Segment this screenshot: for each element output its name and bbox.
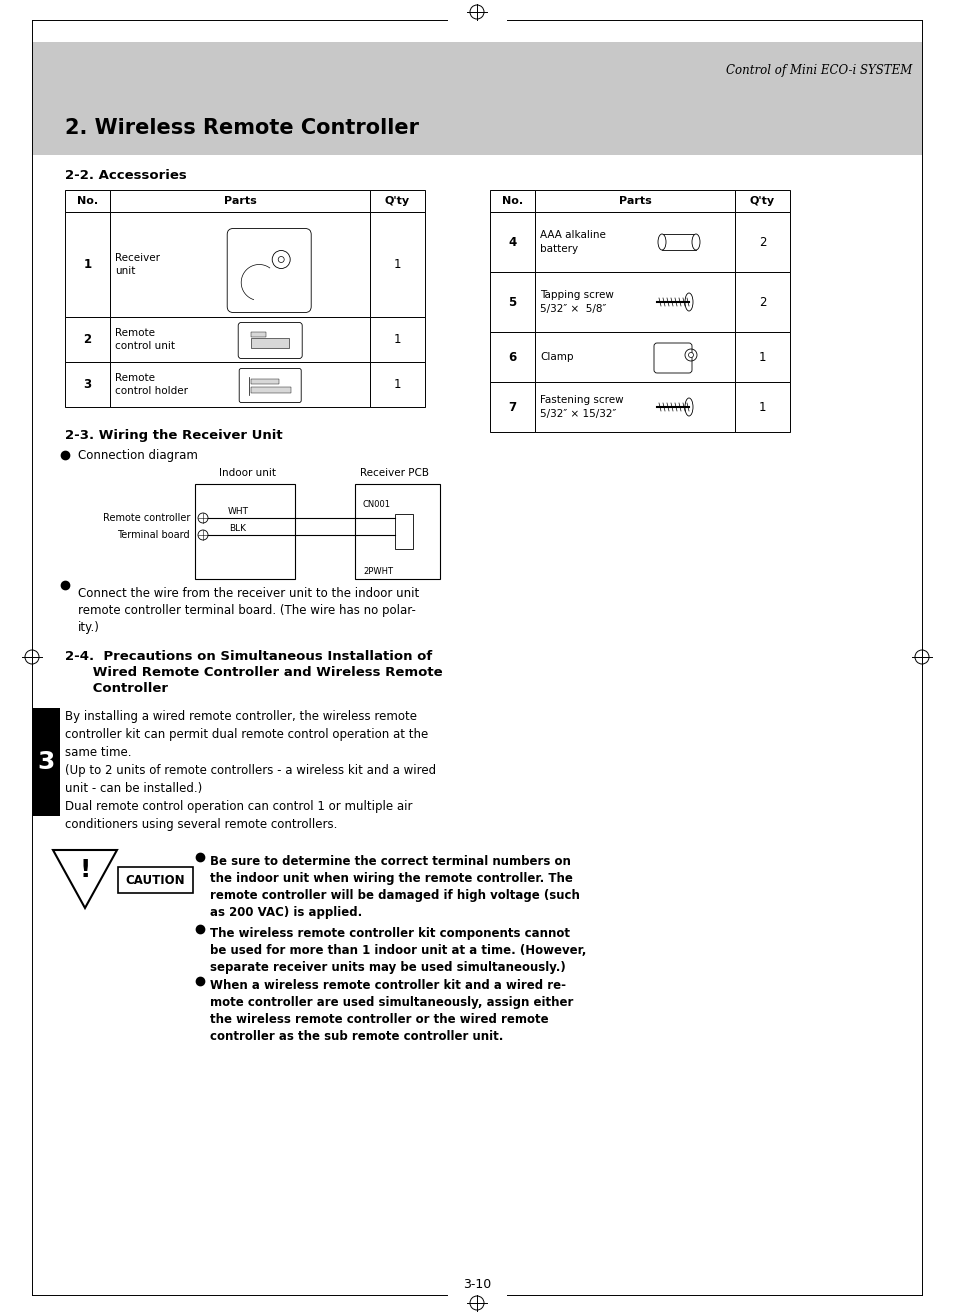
Bar [194, 484, 294, 579]
Bar [32, 707, 60, 817]
Text: 3: 3 [83, 377, 91, 391]
Bar [65, 317, 110, 362]
Text: Controller: Controller [65, 682, 168, 696]
Bar [355, 484, 439, 579]
Text: 2-2. Accessories: 2-2. Accessories [65, 168, 187, 181]
Bar [734, 212, 789, 272]
Bar [490, 212, 535, 272]
Bar [370, 317, 424, 362]
Bar [251, 331, 266, 337]
Text: Receiver PCB: Receiver PCB [360, 468, 429, 477]
Bar [110, 317, 370, 362]
Text: Parts: Parts [618, 196, 651, 206]
Text: BLK: BLK [230, 523, 246, 533]
Text: When a wireless remote controller kit and a wired re-
mote controller are used s: When a wireless remote controller kit an… [210, 978, 573, 1043]
FancyBboxPatch shape [239, 368, 301, 402]
Bar [251, 338, 289, 347]
Bar [490, 272, 535, 331]
Text: 1: 1 [83, 258, 91, 271]
Ellipse shape [688, 352, 693, 358]
Bar [251, 379, 279, 384]
Text: The wireless remote controller kit components cannot
be used for more than 1 ind: The wireless remote controller kit compo… [210, 927, 586, 974]
Text: Q'ty: Q'ty [384, 196, 410, 206]
Bar [370, 189, 424, 212]
Text: 2: 2 [758, 296, 765, 309]
Bar [734, 381, 789, 433]
Bar [251, 387, 291, 392]
Text: 7: 7 [508, 401, 516, 413]
Text: 1: 1 [394, 377, 401, 391]
Text: Control of Mini ECO-i SYSTEM: Control of Mini ECO-i SYSTEM [725, 63, 911, 76]
Text: 2: 2 [758, 235, 765, 249]
Text: 3-10: 3-10 [462, 1278, 491, 1291]
Text: Remote
control holder: Remote control holder [115, 373, 188, 396]
Text: 1: 1 [394, 333, 401, 346]
Bar [65, 362, 110, 408]
Text: Be sure to determine the correct terminal numbers on
the indoor unit when wiring: Be sure to determine the correct termina… [210, 855, 579, 919]
Text: WHT: WHT [227, 508, 248, 515]
Text: 2: 2 [83, 333, 91, 346]
Bar [535, 212, 734, 272]
Bar [32, 42, 921, 155]
Bar [65, 189, 110, 212]
Text: 3: 3 [37, 750, 54, 775]
Bar [535, 189, 734, 212]
Text: 1: 1 [758, 401, 765, 413]
Ellipse shape [691, 234, 700, 250]
Polygon shape [53, 849, 117, 907]
Ellipse shape [658, 234, 665, 250]
Text: Connection diagram: Connection diagram [78, 448, 197, 462]
Text: 2-3. Wiring the Receiver Unit: 2-3. Wiring the Receiver Unit [65, 429, 282, 442]
Text: Fastening screw
5/32″ × 15/32″: Fastening screw 5/32″ × 15/32″ [539, 396, 623, 418]
Bar [535, 272, 734, 331]
Text: 1: 1 [758, 351, 765, 363]
Text: Tapping screw
5/32″ ×  5/8″: Tapping screw 5/32″ × 5/8″ [539, 291, 613, 313]
FancyBboxPatch shape [654, 343, 691, 373]
Text: AAA alkaline
battery: AAA alkaline battery [539, 230, 605, 254]
Text: CN001: CN001 [363, 500, 391, 509]
Text: Receiver
unit: Receiver unit [115, 252, 160, 276]
Text: Clamp: Clamp [539, 352, 573, 362]
Text: 2-4.  Precautions on Simultaneous Installation of: 2-4. Precautions on Simultaneous Install… [65, 650, 432, 663]
Text: Wired Remote Controller and Wireless Remote: Wired Remote Controller and Wireless Rem… [65, 665, 442, 679]
Text: Remote
control unit: Remote control unit [115, 327, 174, 351]
Bar [65, 212, 110, 317]
Text: Q'ty: Q'ty [749, 196, 774, 206]
Bar [734, 272, 789, 331]
Bar [110, 362, 370, 408]
Bar [118, 867, 193, 893]
Bar [370, 212, 424, 317]
Bar [370, 362, 424, 408]
Text: 4: 4 [508, 235, 517, 249]
Text: No.: No. [501, 196, 522, 206]
Text: Parts: Parts [223, 196, 256, 206]
Bar [535, 381, 734, 433]
Bar [734, 331, 789, 381]
Text: 2. Wireless Remote Controller: 2. Wireless Remote Controller [65, 118, 418, 138]
Bar [110, 189, 370, 212]
Bar [490, 331, 535, 381]
Bar [661, 234, 696, 250]
Text: Remote controller: Remote controller [103, 513, 190, 523]
Bar [490, 189, 535, 212]
Text: Connect the wire from the receiver unit to the indoor unit
remote controller ter: Connect the wire from the receiver unit … [78, 586, 418, 634]
Bar [490, 381, 535, 433]
Text: By installing a wired remote controller, the wireless remote
controller kit can : By installing a wired remote controller,… [65, 710, 436, 831]
Text: 6: 6 [508, 351, 517, 363]
Text: Indoor unit: Indoor unit [219, 468, 276, 477]
Text: 2PWHT: 2PWHT [363, 567, 393, 576]
Text: Terminal board: Terminal board [117, 530, 190, 540]
Text: 1: 1 [394, 258, 401, 271]
FancyBboxPatch shape [227, 229, 311, 313]
Text: !: ! [79, 857, 91, 882]
Bar [734, 189, 789, 212]
Bar [395, 514, 413, 548]
Bar [535, 331, 734, 381]
FancyBboxPatch shape [238, 322, 302, 359]
Text: CAUTION: CAUTION [125, 873, 185, 886]
Bar [110, 212, 370, 317]
Text: 5: 5 [508, 296, 517, 309]
Text: No.: No. [77, 196, 98, 206]
